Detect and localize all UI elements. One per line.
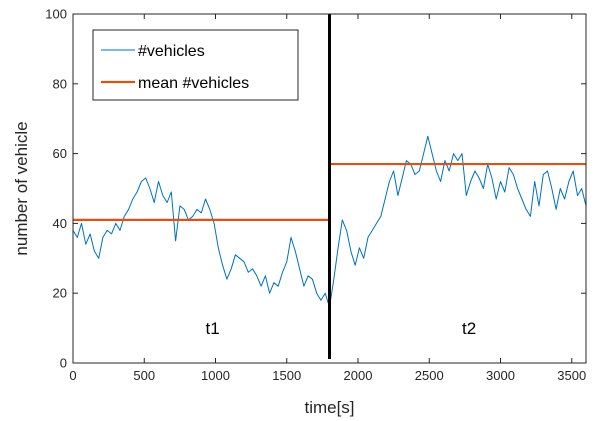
- x-tick-label: 500: [133, 368, 155, 383]
- y-tick-label: 100: [45, 7, 67, 22]
- legend-label-vehicles: #vehicles: [138, 43, 205, 60]
- x-axis-label: time[s]: [304, 398, 354, 417]
- legend-box: [92, 29, 299, 101]
- y-tick-label: 0: [60, 356, 67, 371]
- y-tick-label: 60: [53, 146, 67, 161]
- axes-box: [72, 13, 587, 364]
- y-tick-label: 80: [53, 76, 67, 91]
- x-tick-label: 3500: [557, 368, 586, 383]
- x-tick-label: 3000: [486, 368, 515, 383]
- axes: 0 500 1000 1500 2000 2500 3000 3500 0 20 40 60 80 100: [45, 7, 587, 383]
- x-tick-label: 1000: [201, 368, 230, 383]
- y-tick-label: 20: [53, 286, 67, 301]
- y-tick-label: 40: [53, 216, 67, 231]
- legend: #vehicles mean #vehicles: [92, 29, 299, 101]
- legend-label-mean: mean #vehicles: [138, 75, 249, 92]
- plot-area: t1 t2: [72, 14, 587, 359]
- annotation-label: t2: [462, 319, 476, 338]
- x-tick-label: 1500: [272, 368, 301, 383]
- x-tick-label: 2500: [415, 368, 444, 383]
- annotation-label: t1: [206, 319, 220, 338]
- x-tick-label: 0: [69, 368, 76, 383]
- y-axis-label: number of vehicle: [12, 121, 31, 255]
- x-tick-label: 2000: [344, 368, 373, 383]
